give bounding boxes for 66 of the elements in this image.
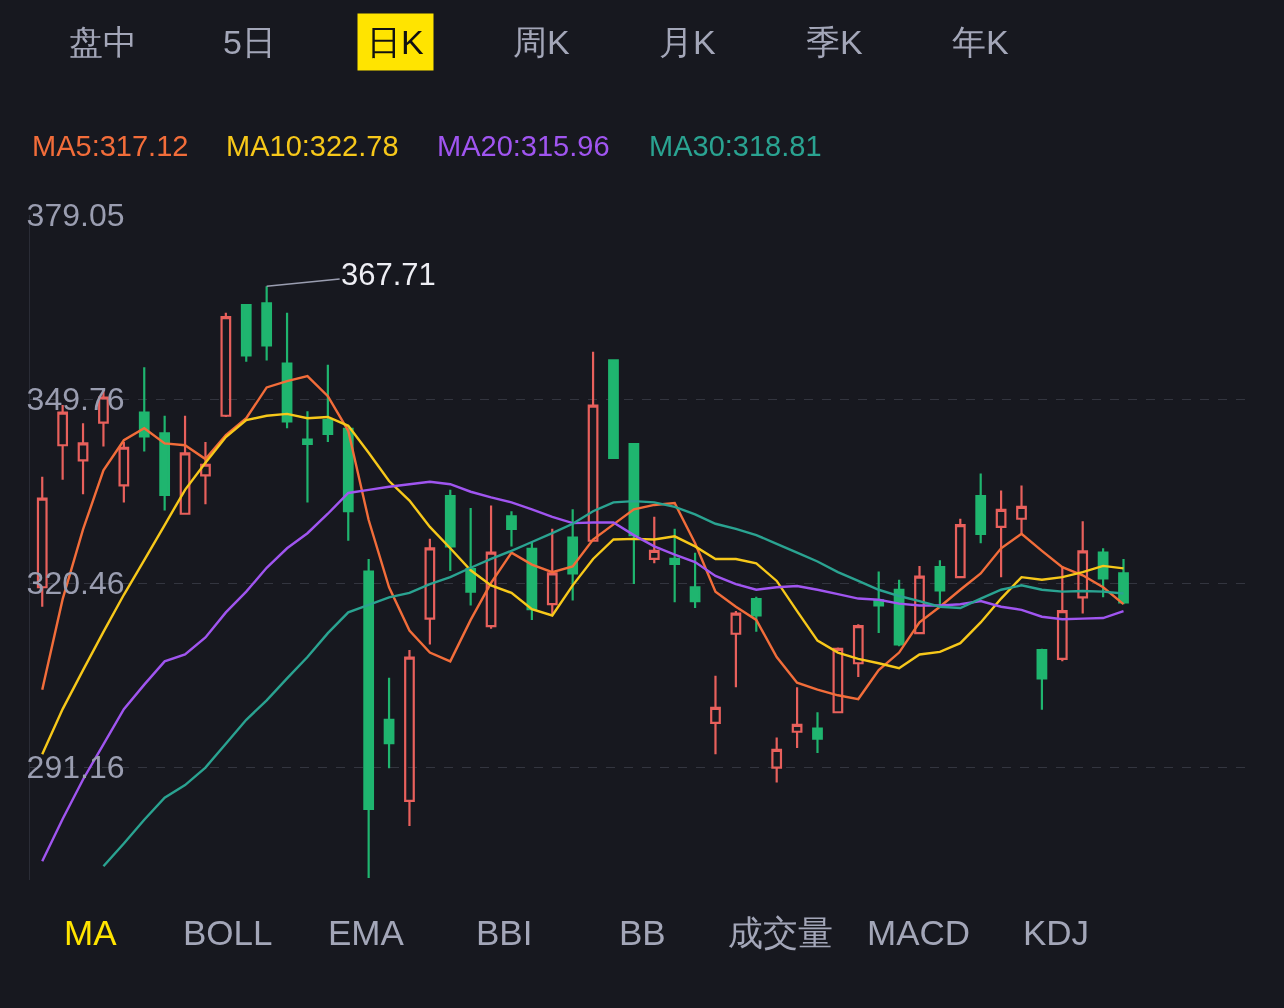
- candlestick: [995, 489, 1007, 579]
- text: 盘中: [69, 23, 137, 61]
- candlestick: [506, 510, 517, 548]
- candlestick: [1118, 557, 1129, 606]
- candlestick: [363, 557, 375, 880]
- candlestick: [261, 285, 273, 362]
- candlestick: [832, 646, 844, 714]
- candlestick: [444, 488, 456, 572]
- text: MA30:318.81: [649, 130, 822, 162]
- candlestick: [587, 350, 599, 542]
- text: 季K: [806, 23, 863, 61]
- text: MA10:322.78: [226, 130, 399, 162]
- text: MA5:317.12: [32, 130, 189, 162]
- candlestick: [567, 508, 579, 602]
- text: BB: [619, 913, 666, 952]
- text: 5日: [223, 23, 276, 61]
- candlestick: [730, 610, 742, 689]
- candlestick: [1036, 647, 1048, 711]
- candlestick: [465, 506, 477, 607]
- candlestick: [873, 570, 885, 635]
- text: BOLL: [183, 913, 273, 952]
- text: MACD: [867, 913, 971, 952]
- candlestick: [138, 366, 150, 453]
- candlestick: [281, 311, 293, 430]
- candlestick: [302, 410, 313, 504]
- text: 日K: [367, 23, 424, 61]
- candlestick: [689, 551, 701, 610]
- candlestick: [771, 736, 783, 784]
- candlestick: [404, 648, 415, 828]
- candlestick: [791, 686, 803, 750]
- candlestick: [1016, 484, 1027, 535]
- annotation: 367.71: [341, 257, 436, 292]
- candlestick: [485, 504, 497, 630]
- candlestick: [852, 623, 864, 679]
- text: 月K: [659, 23, 716, 61]
- text: MA: [64, 913, 118, 952]
- text: 周K: [513, 23, 570, 61]
- text: MA20:315.96: [437, 130, 610, 162]
- candlestick: [322, 363, 334, 444]
- candlestick: [240, 303, 252, 363]
- candlestick: [1077, 520, 1089, 615]
- candlestick: [200, 441, 211, 506]
- text: KDJ: [1023, 913, 1090, 952]
- candlestick: [220, 311, 232, 419]
- candlestick: [526, 540, 538, 622]
- candlestick: [424, 537, 436, 646]
- candlestick: [914, 564, 925, 635]
- text: 年K: [952, 23, 1009, 61]
- candlestick: [546, 527, 558, 617]
- y-tick-label: 379.05: [26, 197, 125, 234]
- candlestick: [608, 358, 619, 459]
- candlestick: [77, 422, 89, 496]
- candlestick: [118, 441, 130, 504]
- candlestick: [669, 527, 681, 604]
- candlestick: [179, 414, 191, 516]
- candlestick: [750, 595, 762, 633]
- text: EMA: [328, 913, 405, 952]
- candlestick: [383, 676, 395, 770]
- candlestick: [710, 674, 721, 756]
- candlestick: [648, 515, 660, 565]
- text: 成交量: [728, 913, 833, 952]
- candlestick: [159, 414, 171, 512]
- text: BBI: [476, 913, 533, 952]
- candlestick: [975, 472, 987, 545]
- candlestick: [954, 517, 966, 579]
- candlestick: [812, 711, 823, 755]
